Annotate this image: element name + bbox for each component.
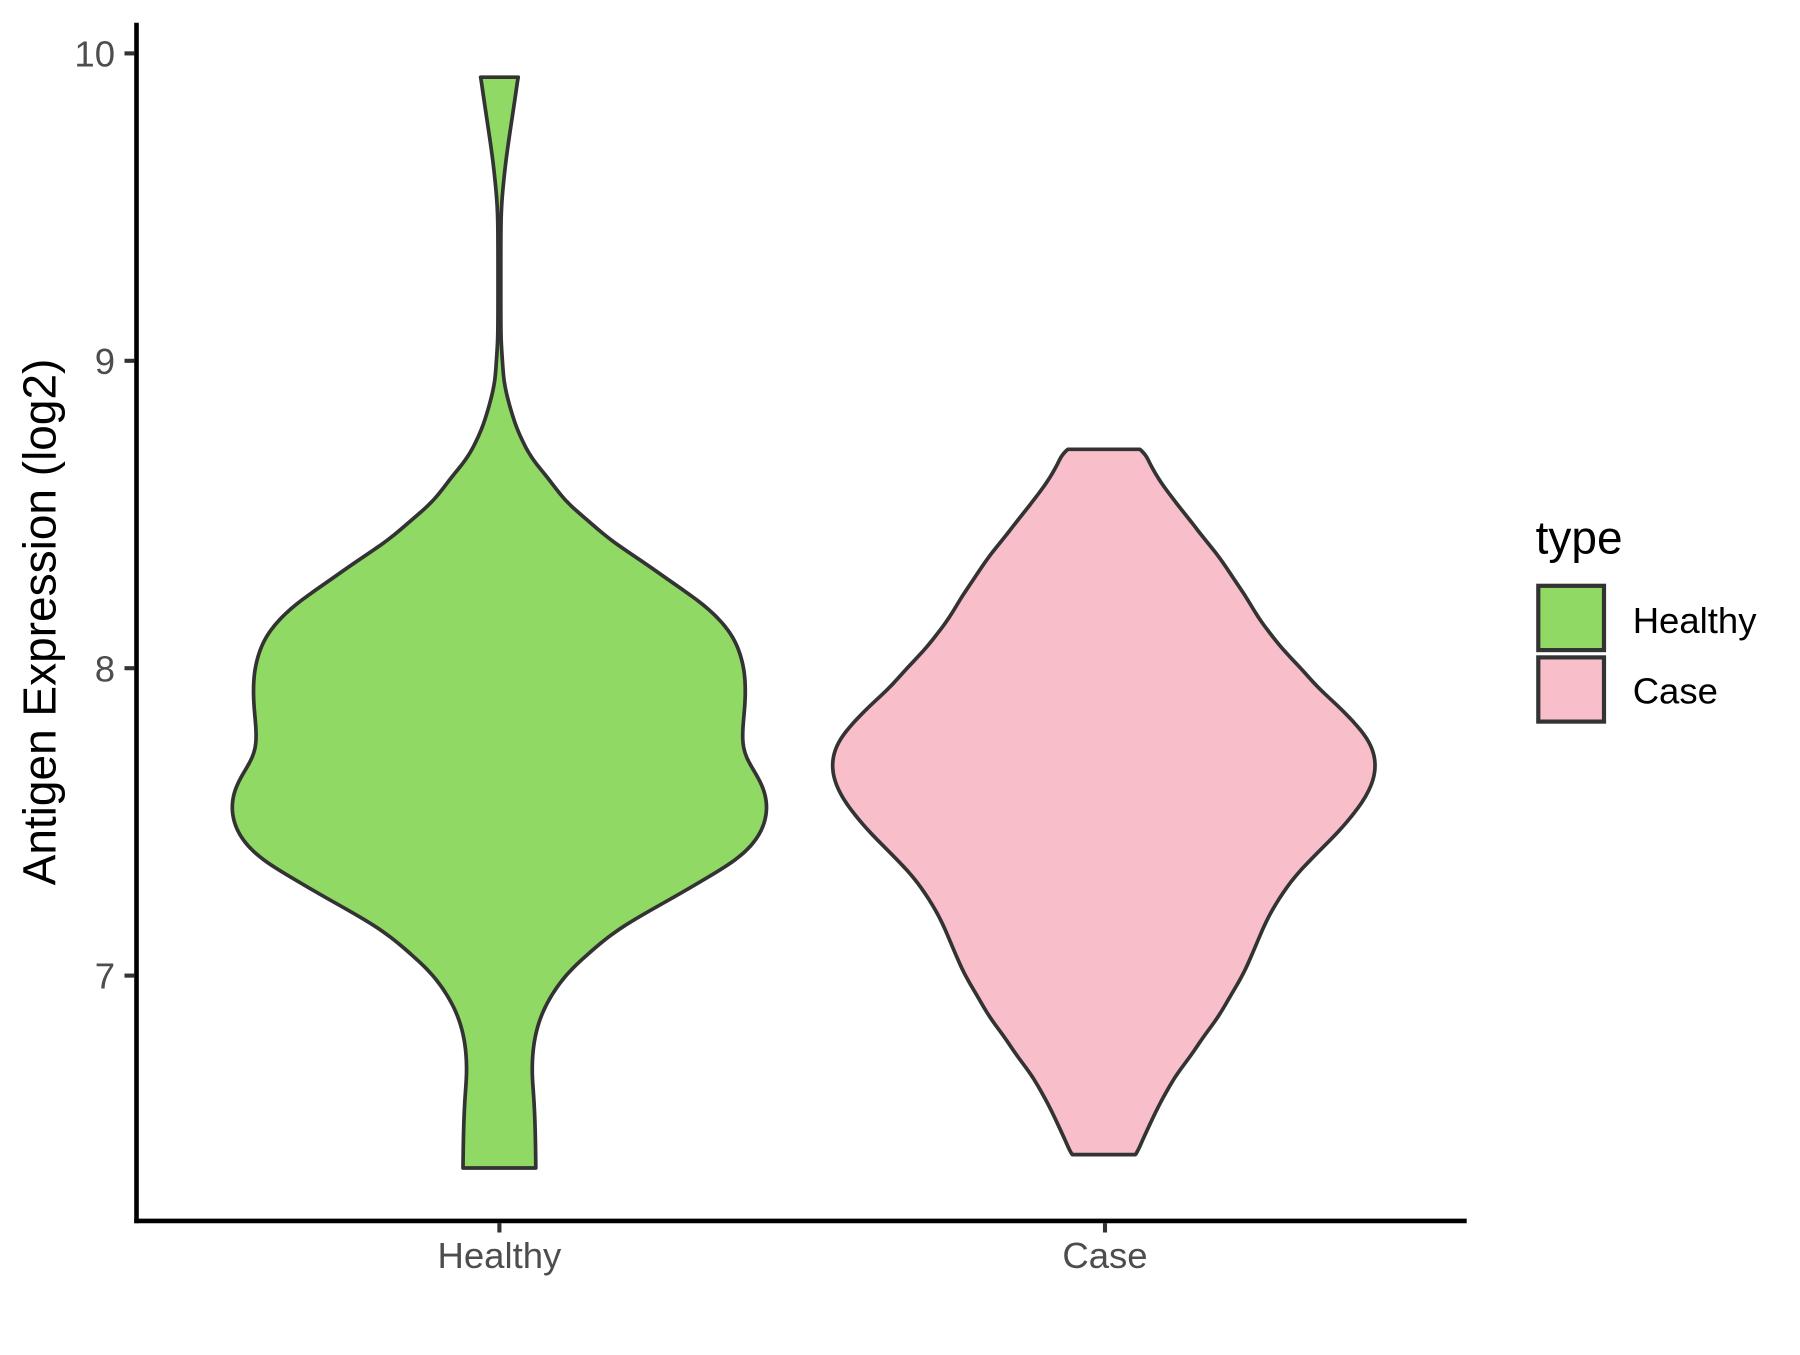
svg-text:Case: Case: [1633, 670, 1718, 711]
svg-text:Healthy: Healthy: [438, 1235, 563, 1276]
svg-text:10: 10: [74, 34, 115, 75]
svg-text:Healthy: Healthy: [1633, 600, 1758, 641]
svg-text:8: 8: [95, 648, 115, 689]
svg-text:9: 9: [95, 341, 115, 382]
svg-text:type: type: [1536, 512, 1623, 564]
svg-text:7: 7: [95, 956, 115, 997]
svg-text:Antigen Expression (log2): Antigen Expression (log2): [14, 359, 66, 886]
svg-text:Case: Case: [1062, 1235, 1147, 1276]
